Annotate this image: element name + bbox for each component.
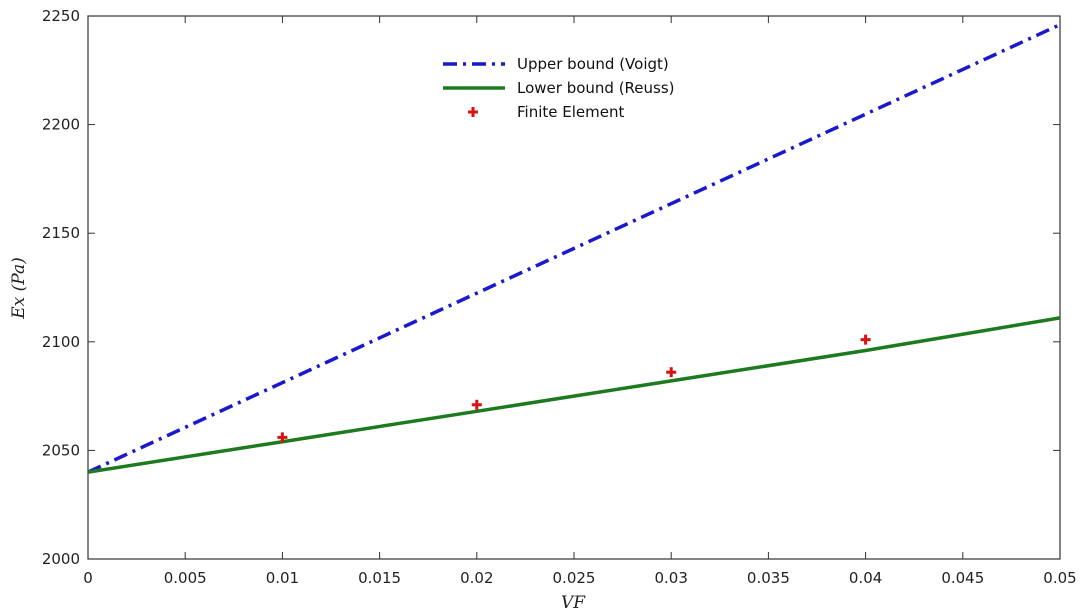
x-tick-label: 0.01 bbox=[266, 569, 299, 587]
x-axis-ticks: 0 0.005 0.01 0.015 0.02 0.025 0.03 0.035 0.04 0.0… bbox=[83, 16, 1076, 587]
x-tick-label: 0.035 bbox=[747, 569, 790, 587]
x-tick-label: 0 bbox=[83, 569, 93, 587]
plot-area-border bbox=[88, 16, 1060, 559]
y-tick-label: 2150 bbox=[42, 224, 80, 242]
x-tick-label: 0.02 bbox=[460, 569, 493, 587]
legend-label: Upper bound (Voigt) bbox=[517, 55, 669, 73]
lower-bound-line bbox=[88, 318, 1060, 472]
x-tick-label: 0.03 bbox=[654, 569, 687, 587]
fe-data-point bbox=[472, 400, 482, 410]
legend-label: Finite Element bbox=[517, 103, 624, 121]
fe-data-point bbox=[666, 367, 676, 377]
x-tick-label: 0.025 bbox=[553, 569, 596, 587]
y-tick-label: 2050 bbox=[42, 441, 80, 459]
y-axis-label: Ex (Pa) bbox=[9, 257, 29, 319]
fe-data-point bbox=[861, 335, 871, 345]
x-tick-label: 0.045 bbox=[941, 569, 984, 587]
legend-label: Lower bound (Reuss) bbox=[517, 79, 675, 97]
x-tick-label: 0.005 bbox=[164, 569, 207, 587]
y-tick-label: 2200 bbox=[42, 116, 80, 134]
plot-frame bbox=[88, 16, 1060, 559]
y-tick-label: 2000 bbox=[42, 550, 80, 568]
legend-marker bbox=[468, 107, 478, 117]
y-tick-label: 2100 bbox=[42, 333, 80, 351]
legend: Upper bound (Voigt) Lower bound (Reuss) Fi… bbox=[443, 55, 675, 121]
x-tick-label: 0.05 bbox=[1043, 569, 1076, 587]
x-axis-label: VF bbox=[561, 593, 586, 613]
x-tick-label: 0.04 bbox=[849, 569, 882, 587]
x-tick-label: 0.015 bbox=[358, 569, 401, 587]
y-tick-label: 2250 bbox=[42, 7, 80, 25]
